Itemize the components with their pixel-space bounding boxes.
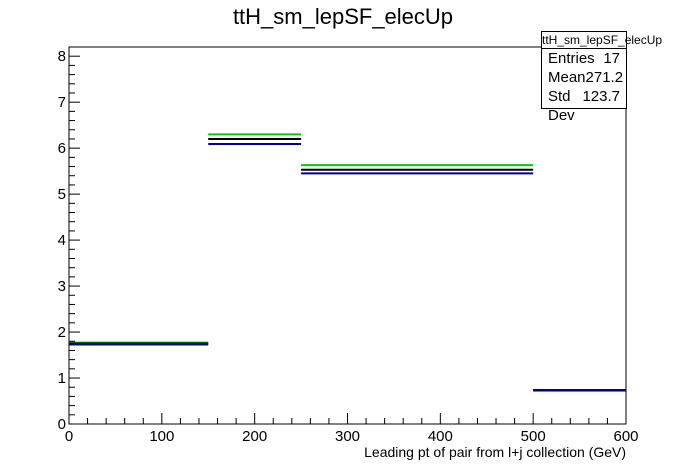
x-tick-label: 0 (65, 428, 73, 445)
y-tick-label: 8 (58, 48, 66, 65)
stats-value-entries: 17 (603, 50, 620, 67)
y-tick-label: 1 (58, 370, 66, 387)
x-tick-label: 100 (149, 428, 174, 445)
stats-label-entries: Entries (548, 50, 595, 67)
x-tick-label: 300 (335, 428, 360, 445)
x-tick-label: 600 (613, 428, 638, 445)
x-axis-ticks: 0 100 200 300 400 500 600 (65, 413, 639, 445)
y-tick-label: 3 (58, 278, 66, 295)
x-tick-label: 500 (521, 428, 546, 445)
stats-value-stddev: 123.7 (582, 88, 620, 105)
stats-box: ttH_sm_lepSF_elecUp Entries 17 Mean 271.… (541, 31, 663, 124)
stats-title: ttH_sm_lepSF_elecUp (542, 33, 663, 49)
series-1 (69, 137, 626, 392)
x-axis-label: Leading pt of pair from l+j collection (… (364, 444, 626, 460)
y-tick-label: 0 (58, 416, 66, 433)
y-tick-label: 4 (58, 232, 66, 249)
chart-title: ttH_sm_lepSF_elecUp (233, 4, 453, 29)
stats-label-mean: Mean (548, 69, 586, 86)
y-tick-label: 2 (58, 324, 66, 341)
stats-row-entries: Entries 17 (542, 49, 626, 68)
series-layer (69, 133, 626, 392)
y-tick-label: 5 (58, 186, 66, 203)
stats-row-stddev: Std Dev 123.7 (542, 87, 626, 124)
stats-value-mean: 271.2 (585, 69, 624, 86)
y-axis-ticks: 0 1 2 3 4 5 6 7 8 (58, 46, 80, 433)
y-tick-label: 7 (58, 94, 66, 111)
x-tick-label: 400 (428, 428, 453, 445)
stats-label-stddev: Std Dev (548, 88, 575, 124)
series-2 (69, 143, 626, 391)
x-tick-label: 200 (242, 428, 267, 445)
y-tick-label: 6 (58, 140, 66, 157)
stats-row-mean: Mean 271.2 (542, 68, 626, 87)
